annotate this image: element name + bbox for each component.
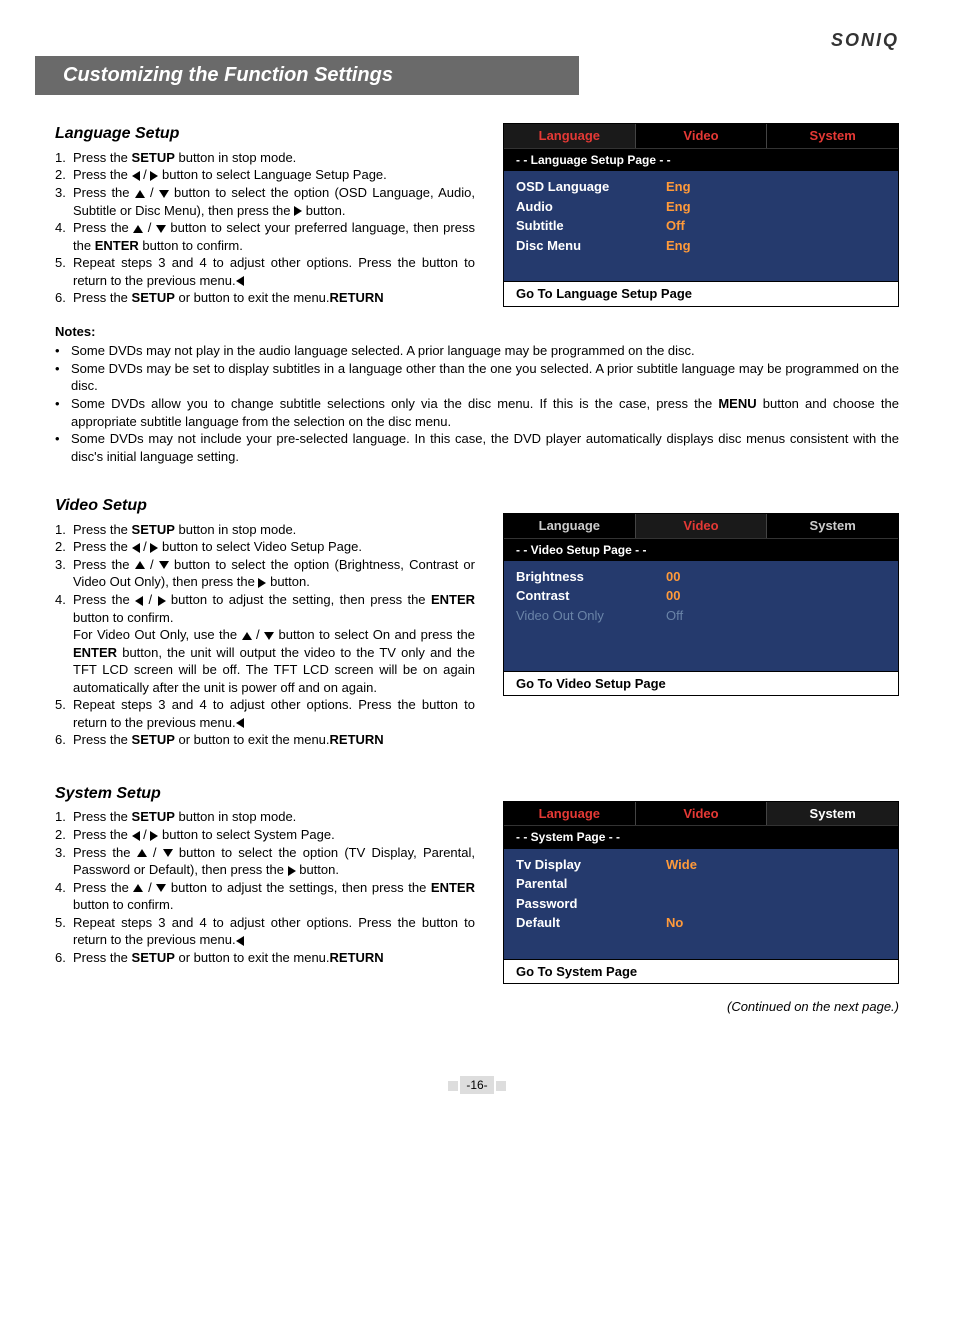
- menu-footer: Go To Language Setup Page: [504, 281, 898, 306]
- menu-tab: Video: [636, 124, 768, 148]
- menu-row: Brightness00: [516, 567, 886, 587]
- language-setup-steps: Press the SETUP button in stop mode.Pres…: [55, 149, 475, 307]
- menu-footer: Go To System Page: [504, 959, 898, 984]
- menu-tab: Language: [504, 124, 636, 148]
- step-item: Press the SETUP button in stop mode.: [55, 521, 475, 539]
- step-item: Press the / button to select System Page…: [55, 826, 475, 844]
- step-item: Press the / button to select Video Setup…: [55, 538, 475, 556]
- menu-row: OSD LanguageEng: [516, 177, 886, 197]
- video-setup-steps: Press the SETUP button in stop mode.Pres…: [55, 521, 475, 749]
- step-item: Press the / button to select the option …: [55, 556, 475, 591]
- menu-row: Disc MenuEng: [516, 236, 886, 256]
- menu-row: Tv DisplayWide: [516, 855, 886, 875]
- menu-tab: System: [767, 514, 898, 538]
- menu-row: DefaultNo: [516, 913, 886, 933]
- menu-row: Video Out OnlyOff: [516, 606, 886, 626]
- step-item: Press the / button to select Language Se…: [55, 166, 475, 184]
- language-setup-menu: LanguageVideoSystem- - Language Setup Pa…: [503, 123, 899, 306]
- step-item: Press the SETUP button in stop mode.: [55, 808, 475, 826]
- page-footer: -16-: [55, 1076, 899, 1094]
- menu-footer: Go To Video Setup Page: [504, 671, 898, 696]
- menu-row: Parental: [516, 874, 886, 894]
- note-item: Some DVDs may not play in the audio lang…: [55, 342, 899, 360]
- notes-heading: Notes:: [55, 323, 899, 341]
- menu-row: Contrast00: [516, 586, 886, 606]
- step-item: Repeat steps 3 and 4 to adjust other opt…: [55, 914, 475, 949]
- note-item: Some DVDs may be set to display subtitle…: [55, 360, 899, 395]
- menu-tab: Video: [636, 802, 768, 826]
- menu-subtitle: - - Language Setup Page - -: [504, 148, 898, 171]
- menu-tab: System: [767, 124, 898, 148]
- system-setup-steps: Press the SETUP button in stop mode.Pres…: [55, 808, 475, 966]
- menu-row: SubtitleOff: [516, 216, 886, 236]
- language-setup-heading: Language Setup: [55, 123, 475, 145]
- menu-subtitle: - - Video Setup Page - -: [504, 538, 898, 561]
- notes-list: Some DVDs may not play in the audio lang…: [55, 342, 899, 465]
- video-setup-menu: LanguageVideoSystem- - Video Setup Page …: [503, 513, 899, 696]
- step-item: Press the / button to select your prefer…: [55, 219, 475, 254]
- menu-subtitle: - - System Page - -: [504, 825, 898, 848]
- step-item: Press the / button to adjust the setting…: [55, 591, 475, 696]
- video-setup-heading: Video Setup: [55, 495, 475, 517]
- page-number: -16-: [460, 1076, 493, 1094]
- menu-tab: Language: [504, 802, 636, 826]
- menu-tab: Video: [636, 514, 768, 538]
- step-item: Press the SETUP or button to exit the me…: [55, 289, 475, 307]
- menu-row: AudioEng: [516, 197, 886, 217]
- system-setup-menu: LanguageVideoSystem- - System Page - - Tv…: [503, 801, 899, 984]
- step-item: Press the / button to adjust the setting…: [55, 879, 475, 914]
- note-item: Some DVDs may not include your pre-selec…: [55, 430, 899, 465]
- menu-row: Password: [516, 894, 886, 914]
- system-setup-heading: System Setup: [55, 783, 475, 805]
- page-title: Customizing the Function Settings: [35, 56, 579, 95]
- continued-note: (Continued on the next page.): [55, 998, 899, 1016]
- step-item: Press the SETUP or button to exit the me…: [55, 731, 475, 749]
- step-item: Press the / button to select the option …: [55, 184, 475, 219]
- step-item: Press the SETUP button in stop mode.: [55, 149, 475, 167]
- note-item: Some DVDs allow you to change subtitle s…: [55, 395, 899, 430]
- step-item: Press the / button to select the option …: [55, 844, 475, 879]
- step-item: Repeat steps 3 and 4 to adjust other opt…: [55, 254, 475, 289]
- menu-tab: Language: [504, 514, 636, 538]
- brand-logo: SONIQ: [55, 28, 899, 52]
- step-item: Repeat steps 3 and 4 to adjust other opt…: [55, 696, 475, 731]
- menu-tab: System: [767, 802, 898, 826]
- step-item: Press the SETUP or button to exit the me…: [55, 949, 475, 967]
